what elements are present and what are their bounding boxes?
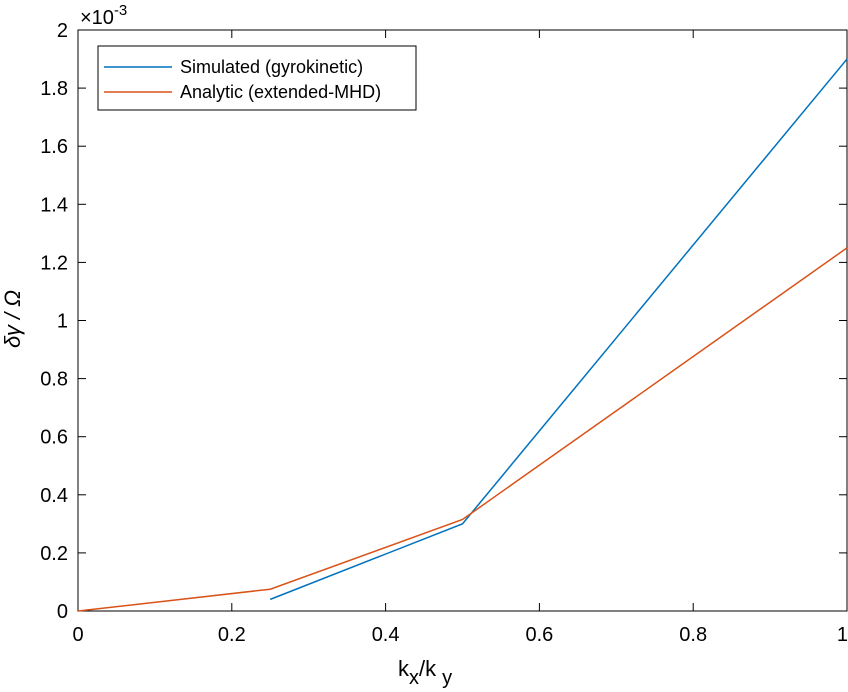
y-axis-title-text: δγ / Ω bbox=[0, 290, 25, 348]
x-axis-ticks: 0 0.2 0.4 0.6 0.8 1 bbox=[72, 30, 848, 646]
x-axis-title: kx/k y bbox=[398, 656, 452, 689]
y-tick-label: 2 bbox=[57, 20, 68, 42]
x-axis-title-slash: / bbox=[419, 656, 426, 681]
x-axis-title-k1: k bbox=[398, 656, 410, 681]
y-axis-title: δγ / Ω bbox=[0, 290, 25, 348]
x-tick-label: 0.6 bbox=[525, 624, 553, 646]
y-tick-label: 1 bbox=[57, 311, 68, 333]
legend-label-simulated: Simulated (gyrokinetic) bbox=[180, 57, 363, 77]
series-layer bbox=[77, 58, 848, 612]
legend: Simulated (gyrokinetic) Analytic (extend… bbox=[97, 45, 417, 111]
x-axis-title-sub1: x bbox=[409, 667, 419, 689]
series-line-simulated bbox=[269, 58, 848, 601]
y-tick-label: 1.4 bbox=[40, 194, 68, 216]
y-tick-label: 1.2 bbox=[40, 252, 68, 274]
legend-box bbox=[97, 45, 417, 111]
x-axis-title-k2: k bbox=[425, 656, 437, 681]
x-tick-label: 0.4 bbox=[372, 624, 400, 646]
y-exponent-power: -3 bbox=[114, 2, 127, 19]
x-axis-title-sub2: y bbox=[442, 667, 452, 689]
y-tick-label: 1.8 bbox=[40, 78, 68, 100]
legend-label-analytic: Analytic (extended-MHD) bbox=[180, 82, 381, 102]
y-axis-ticks: 0 0.2 0.4 0.6 0.8 1 1.2 1.4 1.6 1.8 2 bbox=[40, 20, 847, 623]
y-exponent-times: ×10 bbox=[80, 7, 114, 29]
y-exponent-label: ×10-3 bbox=[80, 2, 127, 29]
series-line-analytic bbox=[77, 247, 848, 612]
y-tick-label: 0.2 bbox=[40, 543, 68, 565]
y-tick-label: 0.6 bbox=[40, 427, 68, 449]
y-tick-label: 1.6 bbox=[40, 136, 68, 158]
x-tick-label: 0.2 bbox=[218, 624, 246, 646]
x-tick-label: 1 bbox=[837, 624, 848, 646]
y-tick-label: 0.4 bbox=[40, 485, 68, 507]
y-tick-label: 0 bbox=[57, 601, 68, 623]
x-tick-label: 0 bbox=[72, 624, 83, 646]
y-tick-label: 0.8 bbox=[40, 369, 68, 391]
x-tick-label: 0.8 bbox=[679, 624, 707, 646]
